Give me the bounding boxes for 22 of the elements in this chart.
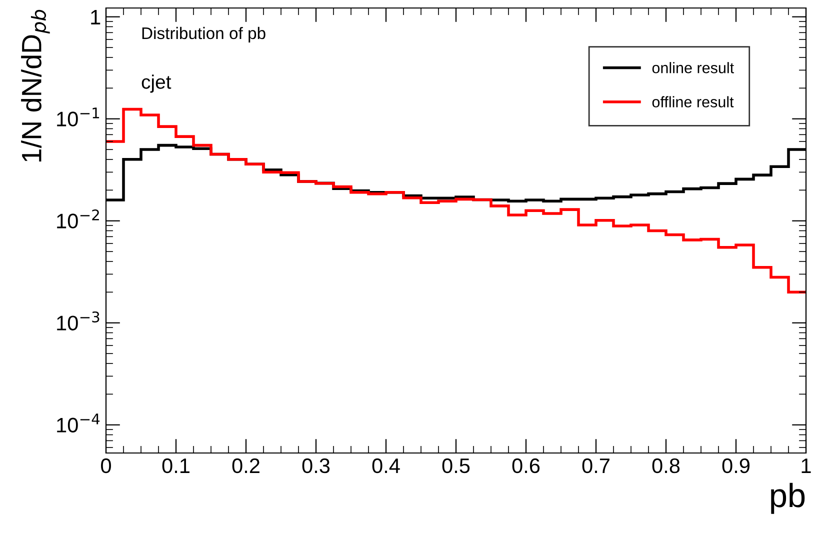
x-tick-label: 0.6 xyxy=(512,458,540,474)
y-tick-label: 10$^{−3}$ xyxy=(57,311,100,330)
x-tick-label: 0.3 xyxy=(302,458,330,474)
y-axis-title: 1/N dN/dD$_{pb}$ xyxy=(21,10,50,162)
x-tick-label: 0.5 xyxy=(442,458,470,474)
y-tick-label: 10$^{−1}$ xyxy=(57,108,100,126)
y-tick-label: 10$^{−2}$ xyxy=(57,209,99,228)
x-tick-label: 1 xyxy=(802,458,811,473)
y-tick-label: 1 xyxy=(91,10,100,24)
x-tick-label: 0.1 xyxy=(162,458,190,474)
legend-label: online result xyxy=(652,62,734,74)
x-axis-title: pb xyxy=(771,482,805,514)
x-tick-label: 0.8 xyxy=(652,458,680,474)
x-tick-label: 0.9 xyxy=(722,458,750,474)
x-tick-label: 0.4 xyxy=(372,458,400,474)
annotation: cjet xyxy=(142,74,172,93)
x-tick-label: 0.7 xyxy=(582,458,610,474)
annotation: Distribution of pb xyxy=(142,26,266,42)
legend-label: offline result xyxy=(652,96,734,108)
x-tick-label: 0.2 xyxy=(232,458,260,474)
y-tick-label: 10$^{−4}$ xyxy=(57,414,100,432)
x-tick-label: 0 xyxy=(101,458,111,474)
